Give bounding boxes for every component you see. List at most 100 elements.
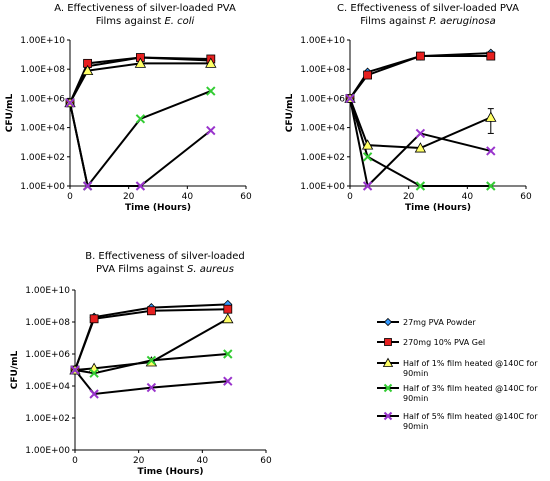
legend-label-5-line1: Half of 5% film heated @140C for [403, 412, 538, 421]
legend-label-4-line2: 90min [403, 394, 428, 403]
panel-c-series-2-point [363, 70, 373, 80]
panel-a-title-organism: E. coli [164, 16, 194, 27]
panel-b-series-line-4 [74, 353, 228, 375]
panel-c-series-2-point [486, 51, 496, 61]
panel-b-y-tick-label: 1.00E+04 [25, 382, 70, 392]
panel-a-series-3-point [81, 64, 94, 76]
panel-a-y-tick-label: 1.00E+06 [20, 94, 65, 104]
panel-a-title: A. Effectiveness of silver-loaded PVA [54, 3, 236, 14]
panel-c-title-line2-text: Films against [360, 16, 429, 27]
legend-marker-2 [384, 338, 392, 346]
panel-c-x-tick-label: 20 [403, 192, 415, 202]
panel-c-chart: C. Effectiveness of silver-loaded PVA Fil… [285, 3, 532, 213]
panel-b-series-5-point-b [70, 365, 80, 375]
panel-b-series-5-point-b [146, 382, 157, 393]
panel-a-series-4-point-b [206, 86, 216, 96]
panel-c-title-line2: Films against P. aeruginosa [360, 16, 495, 27]
panel-b-series-2-point [89, 314, 99, 324]
panel-b-x-tick-label: 60 [260, 456, 272, 466]
panel-b-series-5-point-b [223, 376, 233, 386]
panel-b-series-2-point [146, 306, 156, 316]
panel-b-y-tick-label: 1.00E+10 [25, 286, 70, 296]
legend-label-1: 27mg PVA Powder [403, 318, 476, 327]
panel-c-series-4-point-b [486, 181, 496, 191]
panel-a-series-3-point [205, 57, 217, 68]
legend-marker-3 [382, 357, 394, 367]
panel-c-series-line-3 [349, 98, 492, 150]
panel-a-x-tick-label: 20 [123, 192, 135, 202]
panel-c-series-5-point-b [345, 93, 355, 104]
panel-b-x-tick-label: 20 [133, 456, 145, 466]
panel-b-series-2-point [223, 304, 233, 314]
legend-marker-5-b [383, 411, 393, 421]
panel-c-x-axis-label: Time (Hours) [405, 203, 471, 213]
panel-c-series-3-point [485, 111, 497, 122]
panel-b-y-tick-label: 1.00E+08 [25, 318, 70, 328]
panel-a-x-tick-label: 0 [67, 192, 73, 202]
panel-a-series-5-point-b [135, 181, 146, 191]
panel-b-series-4-point-b [146, 355, 157, 366]
panel-a-y-tick-label: 1.00E+02 [20, 153, 65, 163]
panel-a-y-tick-label: 1.00E+04 [20, 124, 65, 134]
panel-b-title-line2: PVA Films against S. aureus [96, 264, 234, 275]
legend-label-2: 270mg 10% PVA Gel [403, 338, 485, 347]
legend-label-3-line1: Half of 1% film heated @140C for [403, 359, 538, 368]
panel-b-series-line-3 [74, 317, 229, 371]
panel-a-series-3-point [134, 57, 147, 68]
legend-label-4-line1: Half of 3% film heated @140C for [403, 384, 538, 393]
panel-b-y-tick-label: 1.00E+02 [25, 414, 70, 424]
panel-a-y-tick-label: 1.00E+10 [20, 36, 65, 46]
panel-a-series-5-point-b [65, 98, 75, 108]
panel-c-series-2-point [415, 51, 425, 61]
panel-c-x-tick-label: 0 [347, 192, 353, 202]
panel-b-x-axis-label: Time (Hours) [138, 467, 204, 477]
panel-b-title-line2-text: PVA Films against [96, 264, 187, 275]
panel-b-series-4-point-b [89, 368, 99, 378]
panel-a-title-line2: Films against E. coli [96, 16, 195, 27]
panel-c-x-tick-label: 40 [462, 192, 474, 202]
panel-a-x-axis-label: Time (Hours) [125, 203, 191, 213]
legend: 27mg PVA Powder 270mg 10% PVA Gel Half of … [377, 317, 538, 431]
panel-c-series-5-point-b [362, 181, 373, 191]
panel-a-series-line-3 [69, 62, 211, 104]
panel-c-y-tick-label: 1.00E+10 [300, 36, 345, 46]
panel-c-y-tick-label: 1.00E+02 [300, 153, 345, 163]
panel-c-y-tick-label: 1.00E+04 [300, 124, 345, 134]
panel-a-y-tick-label: 1.00E+08 [20, 65, 65, 75]
panel-c-series-3-point [414, 142, 427, 153]
panel-c-series-line-4 [349, 98, 491, 187]
panel-a-y-axis-label: CFU/mL [5, 94, 15, 133]
legend-label-3-line2: 90min [403, 369, 428, 378]
panel-c-y-tick-label: 1.00E+08 [300, 65, 345, 75]
panel-c-x-tick-label: 60 [520, 192, 532, 202]
panel-c-title-organism: P. aeruginosa [429, 16, 496, 27]
panel-a-title-line2-text: Films against [96, 16, 165, 27]
panel-b-x-tick-label: 40 [197, 456, 209, 466]
panel-c-series-4-point-b [415, 181, 426, 191]
panel-b-chart: B. Effectiveness of silver-loaded PVA Fil… [10, 251, 272, 477]
panel-a-y-tick-label: 1.00E+00 [20, 182, 65, 192]
panel-c-series-3-point [361, 139, 374, 150]
panel-a-series-5-point-b [82, 181, 93, 191]
panel-c-series-4-point-b [362, 152, 373, 162]
panel-a-chart: A. Effectiveness of silver-loaded PVA Fil… [5, 3, 252, 213]
panel-c-y-tick-label: 1.00E+06 [300, 94, 345, 104]
panel-a-series-4-point-b [135, 114, 146, 124]
panel-b-series-line-2 [74, 308, 228, 371]
legend-marker-1 [383, 317, 393, 327]
panel-c-series-line-5 [349, 98, 492, 189]
legend-marker-4-b [383, 383, 393, 393]
panel-b-title: B. Effectiveness of silver-loaded [85, 251, 245, 262]
panel-a-series-line-2 [69, 56, 211, 104]
legend-label-4: Half of 3% film heated @140C for 90min [403, 384, 538, 403]
panel-b-series-line-5 [74, 369, 228, 396]
panel-b-y-tick-label: 1.00E+06 [25, 350, 70, 360]
legend-label-5-line2: 90min [403, 422, 428, 431]
panel-c-title: C. Effectiveness of silver-loaded PVA [337, 3, 519, 14]
panel-c-series-line-2 [349, 55, 491, 100]
panel-a-series-5-point-b [206, 125, 216, 136]
panel-b-series-4-point-b [223, 349, 233, 359]
panel-a-series-line-4 [69, 90, 212, 189]
legend-label-3: Half of 1% film heated @140C for 90min [403, 359, 538, 378]
